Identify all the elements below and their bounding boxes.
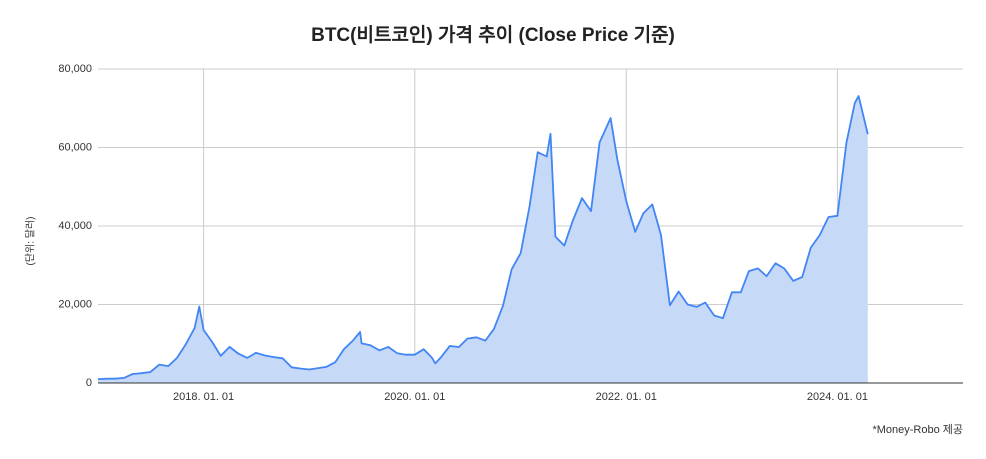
price-line bbox=[97, 95, 869, 380]
x-tick-label: 2024. 01. 01 bbox=[807, 391, 868, 403]
y-tick-label: 60,000 bbox=[58, 141, 92, 153]
x-tick-label: 2020. 01. 01 bbox=[384, 391, 445, 403]
x-tick-label: 2022. 01. 01 bbox=[596, 391, 657, 403]
source-note: *Money-Robo 제공 bbox=[872, 423, 963, 436]
y-tick-label: 0 bbox=[86, 377, 92, 389]
y-tick-label: 40,000 bbox=[58, 220, 92, 232]
y-tick-label: 20,000 bbox=[58, 298, 92, 310]
y-tick-label: 80,000 bbox=[58, 63, 92, 75]
area-fill bbox=[98, 96, 868, 383]
chart-title: BTC(비트코인) 가격 추이 (Close Price 기준) bbox=[311, 24, 675, 46]
y-axis-label: (단위: 달러) bbox=[24, 216, 37, 265]
x-tick-label: 2018. 01. 01 bbox=[173, 391, 234, 403]
